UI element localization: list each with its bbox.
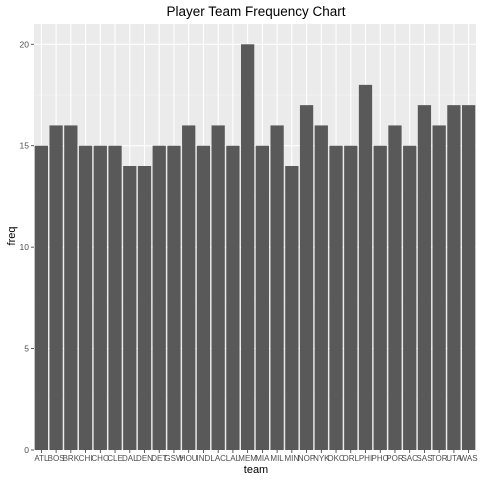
- x-tick-label: CHO: [91, 454, 109, 463]
- x-tick-label: PHO: [372, 454, 389, 463]
- bar-nop: [299, 105, 314, 451]
- bar-orl: [344, 145, 358, 450]
- y-tick-label: 20: [20, 39, 30, 49]
- y-axis: 0 5 10 15 20: [20, 39, 34, 455]
- x-tick-label: NOP: [298, 454, 315, 463]
- x-tick-label: ORL: [343, 454, 360, 463]
- x-tick-label: POR: [386, 454, 404, 463]
- x-tick-label: BOS: [48, 454, 65, 463]
- x-tick-label: PHI: [359, 454, 372, 463]
- bar-sac: [403, 145, 417, 450]
- bar-atl: [34, 145, 48, 450]
- x-tick-label: OKC: [327, 454, 345, 463]
- x-tick-label: UTA: [446, 454, 462, 463]
- bar-mem: [241, 44, 255, 451]
- x-tick-label: SAC: [401, 454, 418, 463]
- bar-bos: [49, 125, 63, 450]
- y-tick-label: 5: [24, 344, 29, 354]
- bars: [34, 44, 476, 451]
- bar-det: [152, 145, 166, 450]
- bar-chi: [78, 145, 93, 450]
- x-tick-label: DEN: [136, 454, 153, 463]
- x-tick-label: BRK: [63, 454, 80, 463]
- x-tick-label: DET: [151, 454, 167, 463]
- x-tick-label: CHI: [79, 454, 93, 463]
- x-tick-label: MIL: [270, 454, 284, 463]
- x-tick-label: LAL: [226, 454, 241, 463]
- bar-sas: [417, 105, 432, 451]
- x-tick-label: TOR: [431, 454, 448, 463]
- bar-phi: [358, 84, 373, 450]
- y-axis-title: freq: [6, 227, 18, 246]
- bar-tor: [432, 125, 446, 450]
- bar-brk: [64, 125, 78, 450]
- x-tick-label: MEM: [238, 454, 257, 463]
- bar-lac: [211, 125, 225, 450]
- x-tick-label: IND: [197, 454, 211, 463]
- bar-pho: [373, 145, 387, 450]
- bar-mil: [270, 125, 284, 450]
- bar-cho: [93, 145, 107, 450]
- y-tick-label: 15: [20, 141, 30, 151]
- x-tick-label: ATL: [34, 454, 49, 463]
- x-tick-label: SAS: [416, 454, 432, 463]
- bar-min: [285, 166, 299, 450]
- x-tick-label: NYK: [313, 454, 330, 463]
- bar-por: [388, 125, 402, 450]
- bar-uta: [447, 105, 461, 451]
- x-tick-label: WAS: [460, 454, 478, 463]
- bar-dal: [123, 166, 137, 450]
- y-tick-label: 0: [24, 445, 29, 455]
- x-tick-label: GSW: [164, 454, 184, 463]
- bar-ind: [196, 145, 211, 450]
- bar-gsw: [167, 145, 181, 450]
- bar-was: [462, 105, 476, 451]
- x-tick-label: DAL: [122, 454, 138, 463]
- x-tick-label: LAC: [210, 454, 226, 463]
- x-tick-label: CLE: [107, 454, 123, 463]
- bar-lal: [226, 145, 240, 450]
- x-tick-label: HOU: [180, 454, 198, 463]
- x-tick-label: MIA: [255, 454, 270, 463]
- bar-nyk: [314, 125, 328, 450]
- bar-okc: [329, 145, 343, 450]
- x-axis-title: team: [244, 464, 268, 476]
- chart-title: Player Team Frequency Chart: [166, 4, 345, 19]
- bar-cle: [108, 145, 122, 450]
- x-tick-label: MIN: [284, 454, 299, 463]
- bar-mia: [255, 145, 269, 450]
- y-tick-label: 10: [20, 242, 30, 252]
- bar-den: [137, 166, 152, 450]
- bar-hou: [182, 125, 196, 450]
